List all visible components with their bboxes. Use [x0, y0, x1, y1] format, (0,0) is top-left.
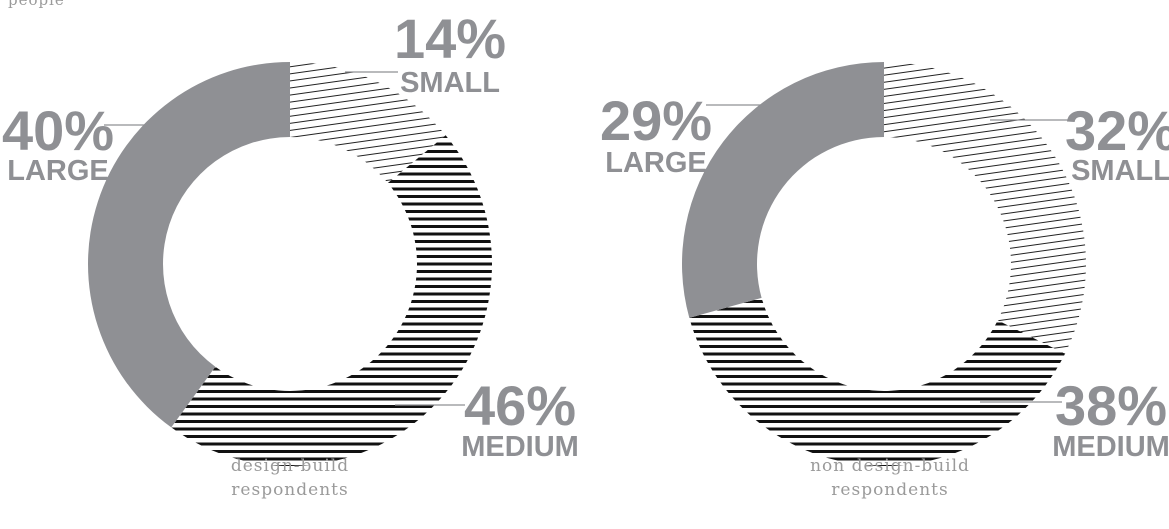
category-label-small: SMALL	[400, 67, 500, 99]
category-label-medium: MEDIUM	[461, 431, 579, 463]
value-label-small: 14%	[394, 7, 506, 70]
slice-small	[884, 62, 1086, 354]
value-label-medium: 38%	[1055, 374, 1167, 437]
category-label-medium: MEDIUM	[1052, 431, 1169, 463]
chart-caption-line: design-build	[231, 456, 349, 476]
donut-chart-design-build: 14%SMALL 46%MEDIUM 40%LARGE design-build res…	[2, 7, 579, 500]
header-fragment: people	[8, 0, 65, 9]
category-label-large: LARGE	[605, 147, 707, 179]
category-label-large: LARGE	[7, 155, 109, 187]
value-label-small: 32%	[1065, 99, 1169, 162]
value-label-large: 40%	[2, 99, 114, 162]
slice-medium	[689, 297, 1065, 466]
slice-medium	[171, 135, 492, 466]
slice-large	[682, 62, 884, 318]
value-label-medium: 46%	[464, 374, 576, 437]
donut-chart-non-design-build: 32%SMALL 38%MEDIUM 29%LARGE non design-buil…	[600, 62, 1169, 500]
chart-caption-line: respondents	[831, 480, 948, 500]
chart-caption-line: non design-build	[810, 456, 970, 476]
slice-small	[290, 62, 446, 184]
chart-caption-line: respondents	[231, 480, 348, 500]
slice-large	[88, 62, 290, 428]
category-label-small: SMALL	[1071, 155, 1169, 187]
value-label-large: 29%	[600, 89, 712, 152]
